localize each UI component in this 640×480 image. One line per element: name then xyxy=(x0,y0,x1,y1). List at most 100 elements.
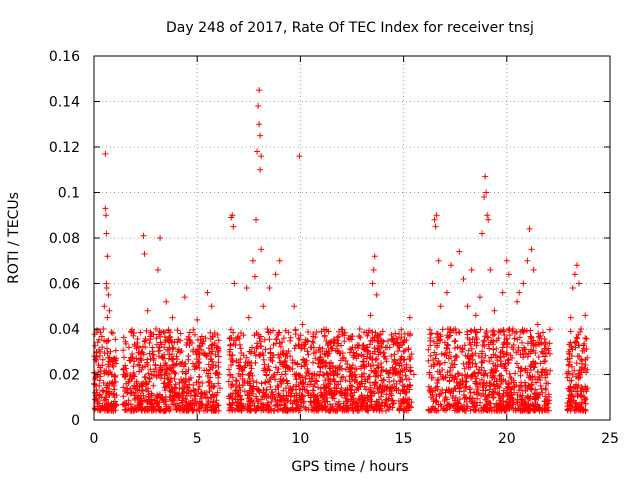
band-point xyxy=(113,348,119,354)
data-point xyxy=(473,312,479,318)
band-point xyxy=(395,348,401,354)
data-point xyxy=(427,335,433,341)
band-point xyxy=(174,356,180,362)
band-point xyxy=(536,354,542,360)
data-point xyxy=(429,281,435,287)
band-point xyxy=(150,383,156,389)
data-point xyxy=(194,317,200,323)
band-point xyxy=(215,359,221,365)
band-point xyxy=(267,384,273,390)
y-axis-label: ROTI / TECUs xyxy=(6,192,22,284)
data-point xyxy=(570,285,576,291)
data-point xyxy=(273,271,279,277)
band-point xyxy=(579,361,585,367)
data-point xyxy=(308,344,314,350)
band-point xyxy=(257,353,263,359)
data-point xyxy=(157,235,163,241)
band-point xyxy=(391,357,397,363)
x-axis-ticks: 0 5 10 15 20 25 xyxy=(90,56,619,447)
band-point xyxy=(141,339,147,345)
data-point xyxy=(433,224,439,230)
data-point xyxy=(529,246,535,252)
band-point xyxy=(453,353,459,359)
band-point xyxy=(266,336,272,342)
band-point xyxy=(512,370,518,376)
data-point xyxy=(264,326,270,332)
data-point xyxy=(299,321,305,327)
data-point xyxy=(484,212,490,218)
band-point xyxy=(334,337,340,343)
band-point xyxy=(185,353,191,359)
band-point xyxy=(327,408,333,414)
data-point xyxy=(104,315,110,321)
data-point xyxy=(514,299,520,305)
data-point xyxy=(103,230,109,236)
band-point xyxy=(137,329,143,335)
band-point xyxy=(452,338,458,344)
band-point xyxy=(292,327,298,333)
chart-title: Day 248 of 2017, Rate Of TEC Index for r… xyxy=(166,20,534,36)
band-point xyxy=(468,328,474,334)
data-point xyxy=(155,267,161,273)
data-point xyxy=(163,299,169,305)
data-point xyxy=(256,121,262,127)
y-tick-label: 0.16 xyxy=(49,49,80,65)
data-point xyxy=(469,267,475,273)
data-point xyxy=(485,217,491,223)
band-point xyxy=(249,365,255,371)
data-point xyxy=(516,290,522,296)
band-point xyxy=(357,326,363,332)
band-point xyxy=(512,335,518,341)
y-tick-label: 0.14 xyxy=(49,95,80,111)
band-point xyxy=(547,340,553,346)
band-point xyxy=(406,345,412,351)
data-point xyxy=(250,258,256,264)
band-point xyxy=(391,378,397,384)
data-point xyxy=(535,321,541,327)
data-point xyxy=(524,258,530,264)
data-point xyxy=(101,303,107,309)
data-point xyxy=(487,267,493,273)
band-point xyxy=(287,338,293,344)
x-tick-label: 10 xyxy=(291,431,309,447)
band-point xyxy=(543,387,549,393)
data-point xyxy=(178,331,184,337)
data-point xyxy=(296,153,302,159)
data-point xyxy=(574,262,580,268)
band-point xyxy=(263,346,269,352)
band-point xyxy=(368,368,374,374)
y-tick-label: 0.04 xyxy=(49,322,80,338)
band-point xyxy=(507,371,513,377)
y-tick-label: 0.08 xyxy=(49,231,80,247)
band-point xyxy=(431,362,437,368)
data-point xyxy=(209,303,215,309)
data-point xyxy=(141,233,147,239)
data-point xyxy=(231,281,237,287)
band-point xyxy=(522,346,528,352)
data-point xyxy=(266,285,272,291)
data-point xyxy=(368,312,374,318)
data-point xyxy=(582,312,588,318)
band-point xyxy=(541,336,547,342)
band-point xyxy=(187,330,193,336)
band-point xyxy=(126,344,132,350)
band-point xyxy=(110,330,116,336)
band-point xyxy=(381,350,387,356)
band-point xyxy=(398,377,404,383)
band-point xyxy=(262,380,268,386)
band-point xyxy=(574,360,580,366)
data-point xyxy=(448,262,454,268)
data-point xyxy=(169,315,175,321)
band-point xyxy=(259,380,265,386)
data-point xyxy=(392,331,398,337)
data-point xyxy=(582,335,588,341)
band-point xyxy=(493,346,499,352)
data-point xyxy=(253,217,259,223)
data-point xyxy=(260,303,266,309)
band-point xyxy=(179,348,185,354)
band-point xyxy=(408,367,414,373)
band-point xyxy=(452,345,458,351)
band-point xyxy=(490,332,496,338)
data-point xyxy=(104,285,110,291)
band-point xyxy=(305,352,311,358)
